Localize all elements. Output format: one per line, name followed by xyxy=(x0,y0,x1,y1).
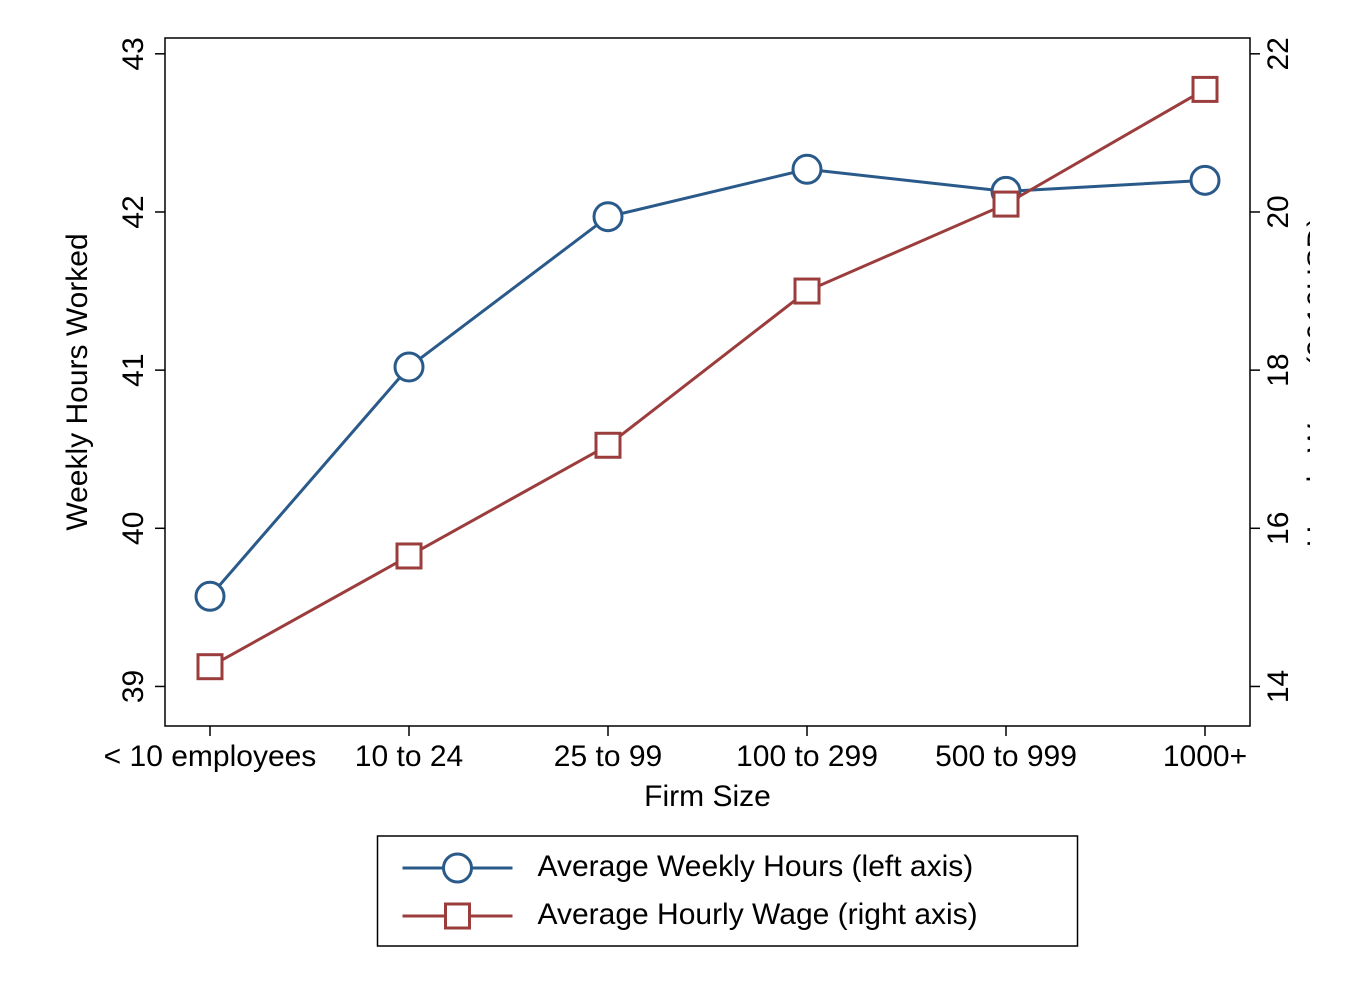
chart-container: 39 40 41 42 43 14 16 18 20 22 < 10 employees 10 to … xyxy=(40,20,1310,965)
y-right-tick-label: 20 xyxy=(1262,195,1295,228)
series-marker-square xyxy=(795,279,819,303)
y-left-tick-label: 40 xyxy=(117,512,150,545)
x-tick-label: 10 to 24 xyxy=(355,740,463,773)
y-right-tick-label: 16 xyxy=(1262,512,1295,545)
series-marker-square xyxy=(596,433,620,457)
y-left-tick-label: 39 xyxy=(117,670,150,703)
y-right-tick-label: 18 xyxy=(1262,353,1295,386)
series-marker-circle xyxy=(395,353,423,381)
y-left-tick-label: 42 xyxy=(117,195,150,228)
x-tick-label: < 10 employees xyxy=(104,740,317,773)
series-marker-square xyxy=(397,544,421,568)
series-marker-circle xyxy=(594,203,622,231)
series-marker-circle xyxy=(196,582,224,610)
plot-area xyxy=(165,38,1250,726)
legend-marker-circle xyxy=(444,854,472,882)
series-marker-square xyxy=(1193,77,1217,101)
x-tick-label: 1000+ xyxy=(1163,740,1247,773)
x-axis-label: Firm Size xyxy=(644,780,771,813)
legend-label: Average Weekly Hours (left axis) xyxy=(538,850,974,883)
y-right-tick-label: 14 xyxy=(1262,670,1295,703)
series-marker-square xyxy=(994,192,1018,216)
series-marker-square xyxy=(198,655,222,679)
x-tick-label: 25 to 99 xyxy=(554,740,662,773)
x-tick-label: 500 to 999 xyxy=(935,740,1077,773)
y-left-tick-label: 41 xyxy=(117,353,150,386)
y-right-tick-label: 22 xyxy=(1262,37,1295,70)
legend-label: Average Hourly Wage (right axis) xyxy=(538,898,978,931)
y-left-tick-label: 43 xyxy=(117,37,150,70)
chart-svg: 39 40 41 42 43 14 16 18 20 22 < 10 employees 10 to … xyxy=(40,20,1310,965)
y-left-axis-label: Weekly Hours Worked xyxy=(61,233,94,530)
series-marker-circle xyxy=(793,155,821,183)
y-right-axis-label: Hourly Wage (2010USD) xyxy=(1302,217,1310,548)
series-marker-circle xyxy=(1191,166,1219,194)
legend-marker-square xyxy=(446,904,470,928)
x-tick-label: 100 to 299 xyxy=(736,740,878,773)
